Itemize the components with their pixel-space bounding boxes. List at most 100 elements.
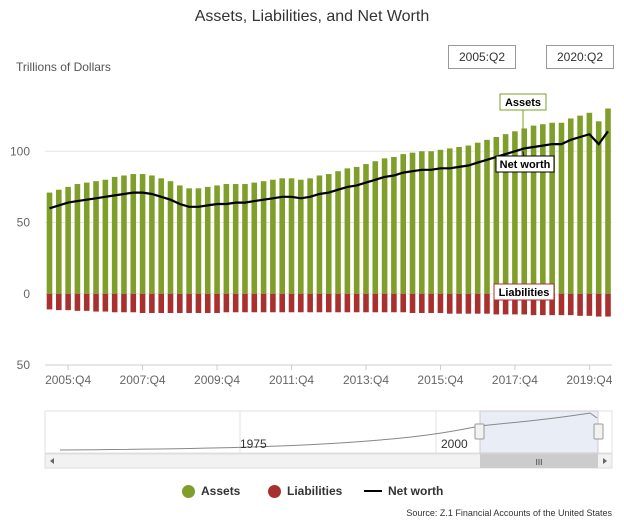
liability-bar: [121, 293, 127, 313]
liability-bar: [428, 293, 434, 313]
net-worth-annotation-box: [495, 155, 555, 173]
asset-bar: [121, 175, 127, 294]
assets-annotation-box: [499, 93, 547, 111]
liability-bar: [474, 293, 481, 314]
asset-bar: [270, 179, 276, 294]
asset-bar: [242, 184, 248, 294]
asset-bar: [446, 148, 453, 294]
liabilities-annotation-label: Liabilities: [499, 287, 550, 299]
asset-bar: [158, 178, 164, 294]
y-tick-label: 50: [17, 216, 31, 230]
asset-bar: [130, 174, 137, 294]
navigator-selected-range: [479, 410, 599, 454]
liability-bar: [372, 293, 379, 313]
asset-bar: [419, 151, 425, 294]
liability-bar: [298, 293, 304, 313]
liability-bar: [353, 293, 360, 313]
liability-bar: [223, 293, 230, 313]
asset-bar: [456, 146, 462, 294]
liability-bar: [465, 293, 472, 314]
y-axis-label: Trillions of Dollars: [16, 60, 111, 74]
range-start-button[interactable]: 2005:Q2: [448, 45, 516, 69]
asset-bar: [493, 137, 500, 294]
navigator-label: 2000: [441, 437, 468, 451]
navigator: 1975 2000: [44, 410, 613, 454]
liabilities-annotation-box: [493, 283, 555, 301]
asset-bar: [391, 156, 397, 294]
asset-bar: [530, 125, 537, 294]
x-tick-label: 2013:Q4: [343, 373, 389, 387]
asset-bar: [298, 179, 304, 294]
liability-bar: [46, 293, 53, 310]
asset-bar: [465, 145, 472, 294]
liability-bar: [344, 293, 351, 313]
liability-bar: [577, 293, 583, 316]
x-tick-label: 2005:Q4: [45, 373, 91, 387]
asset-bar: [139, 174, 146, 294]
asset-bar: [177, 185, 183, 294]
liability-bar: [540, 293, 546, 316]
liability-bar: [400, 293, 407, 313]
liability-bar: [139, 293, 146, 313]
x-tick-label: 2009:Q4: [194, 373, 240, 387]
asset-bar: [381, 158, 388, 294]
liability-bar: [149, 293, 155, 313]
asset-bar: [316, 175, 323, 294]
asset-bar: [288, 178, 295, 294]
scroll-left-arrow-icon: [50, 458, 54, 464]
asset-bar: [577, 115, 583, 294]
liability-bar: [409, 293, 416, 313]
source-note: Source: Z.1 Financial Accounts of the Un…: [406, 508, 612, 518]
liabilities-annotation-connector: [522, 299, 525, 315]
range-end-button[interactable]: 2020:Q2: [546, 45, 614, 69]
liability-bar: [102, 293, 109, 312]
liability-bar: [177, 293, 183, 313]
asset-bar: [595, 121, 602, 294]
navigator-series-line: [59, 412, 598, 451]
asset-bar: [232, 184, 239, 294]
liability-bar: [214, 293, 220, 313]
liability-bar: [437, 293, 444, 313]
asset-bar: [195, 188, 202, 294]
liability-bar: [65, 293, 71, 311]
net-worth-annotation-label: Net worth: [500, 159, 551, 171]
asset-bar: [149, 175, 155, 294]
liability-bar: [530, 293, 537, 316]
liability-bar: [391, 293, 397, 313]
asset-bar: [372, 161, 379, 294]
asset-bar: [186, 188, 192, 294]
liability-bar: [251, 293, 258, 313]
chart-title: Assets, Liabilities, and Net Worth: [194, 8, 430, 25]
liability-bar: [195, 293, 202, 313]
assets-annotation-label: Assets: [505, 97, 541, 109]
legend: Assets Liabilities Net worth: [0, 484, 624, 504]
asset-bar: [83, 182, 90, 294]
liability-bar: [260, 293, 267, 313]
asset-bar: [428, 151, 434, 294]
liability-bar: [158, 293, 164, 313]
scrollbar-track: [44, 453, 613, 469]
liability-bar: [56, 293, 62, 311]
legend-item-net-worth[interactable]: Net worth: [364, 484, 443, 498]
liability-bar: [558, 293, 565, 316]
liability-bar: [521, 293, 528, 315]
x-tick-label: 2017:Q4: [492, 373, 538, 387]
liability-bar: [502, 293, 509, 315]
asset-bar: [512, 131, 518, 294]
asset-bar: [409, 152, 416, 294]
legend-label-net-worth: Net worth: [388, 484, 444, 498]
liability-bar: [83, 293, 90, 311]
liability-bar: [493, 293, 500, 315]
asset-bar: [204, 186, 211, 294]
navigator-handle-left: [474, 423, 485, 440]
scrollbar-grip-icon: III: [536, 458, 543, 467]
x-tick-label: 2007:Q4: [120, 373, 166, 387]
assets-dot-icon: [182, 484, 195, 498]
liability-bar: [74, 293, 81, 311]
asset-bar: [437, 149, 444, 294]
legend-item-assets[interactable]: Assets: [182, 484, 240, 498]
liability-bar: [595, 293, 602, 317]
legend-item-liabilities[interactable]: Liabilities: [268, 484, 342, 498]
asset-bar: [223, 184, 230, 294]
